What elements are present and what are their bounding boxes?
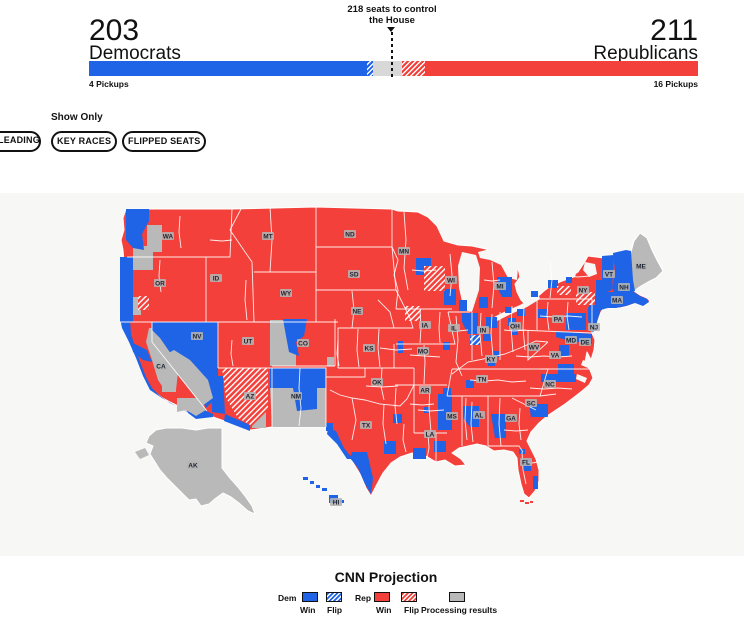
- svg-text:TX: TX: [362, 422, 371, 429]
- svg-text:CA: CA: [156, 363, 166, 370]
- svg-text:MO: MO: [418, 348, 428, 355]
- svg-text:AL: AL: [475, 412, 484, 419]
- svg-text:KS: KS: [364, 345, 374, 352]
- svg-text:NM: NM: [291, 393, 301, 400]
- svg-text:ME: ME: [636, 263, 646, 270]
- svg-text:AZ: AZ: [246, 393, 255, 400]
- svg-text:NJ: NJ: [590, 324, 599, 331]
- svg-text:AR: AR: [420, 387, 430, 394]
- svg-text:WI: WI: [447, 277, 455, 284]
- svg-text:ND: ND: [345, 231, 355, 238]
- svg-text:MD: MD: [566, 337, 576, 344]
- svg-text:OH: OH: [510, 323, 520, 330]
- svg-text:WY: WY: [281, 290, 292, 297]
- svg-text:NY: NY: [578, 287, 588, 294]
- svg-text:OR: OR: [155, 280, 165, 287]
- svg-text:IN: IN: [480, 327, 487, 334]
- svg-text:MA: MA: [612, 297, 622, 304]
- svg-text:WV: WV: [529, 344, 540, 351]
- svg-text:CO: CO: [298, 340, 308, 347]
- svg-text:LA: LA: [426, 431, 435, 438]
- svg-text:ID: ID: [213, 275, 220, 282]
- svg-text:GA: GA: [506, 415, 516, 422]
- svg-text:MI: MI: [496, 283, 503, 290]
- svg-text:VA: VA: [551, 352, 560, 359]
- svg-text:PA: PA: [554, 316, 563, 323]
- svg-text:VT: VT: [605, 271, 613, 278]
- svg-text:FL: FL: [522, 459, 530, 466]
- svg-text:DE: DE: [580, 339, 590, 346]
- svg-text:HI: HI: [333, 499, 340, 506]
- svg-text:SD: SD: [349, 271, 358, 278]
- svg-text:MT: MT: [263, 233, 272, 240]
- svg-text:MS: MS: [447, 413, 457, 420]
- svg-text:SC: SC: [526, 400, 535, 407]
- svg-text:IL: IL: [451, 325, 457, 332]
- svg-text:TN: TN: [478, 376, 487, 383]
- svg-text:UT: UT: [244, 338, 253, 345]
- svg-text:IA: IA: [422, 322, 429, 329]
- svg-text:WA: WA: [163, 233, 174, 240]
- svg-text:NV: NV: [192, 333, 202, 340]
- svg-text:NE: NE: [352, 308, 362, 315]
- svg-text:OK: OK: [372, 379, 382, 386]
- svg-text:NH: NH: [619, 284, 629, 291]
- svg-text:AK: AK: [188, 462, 198, 469]
- svg-text:KY: KY: [486, 356, 496, 363]
- svg-text:NC: NC: [545, 381, 555, 388]
- svg-text:MN: MN: [399, 248, 409, 255]
